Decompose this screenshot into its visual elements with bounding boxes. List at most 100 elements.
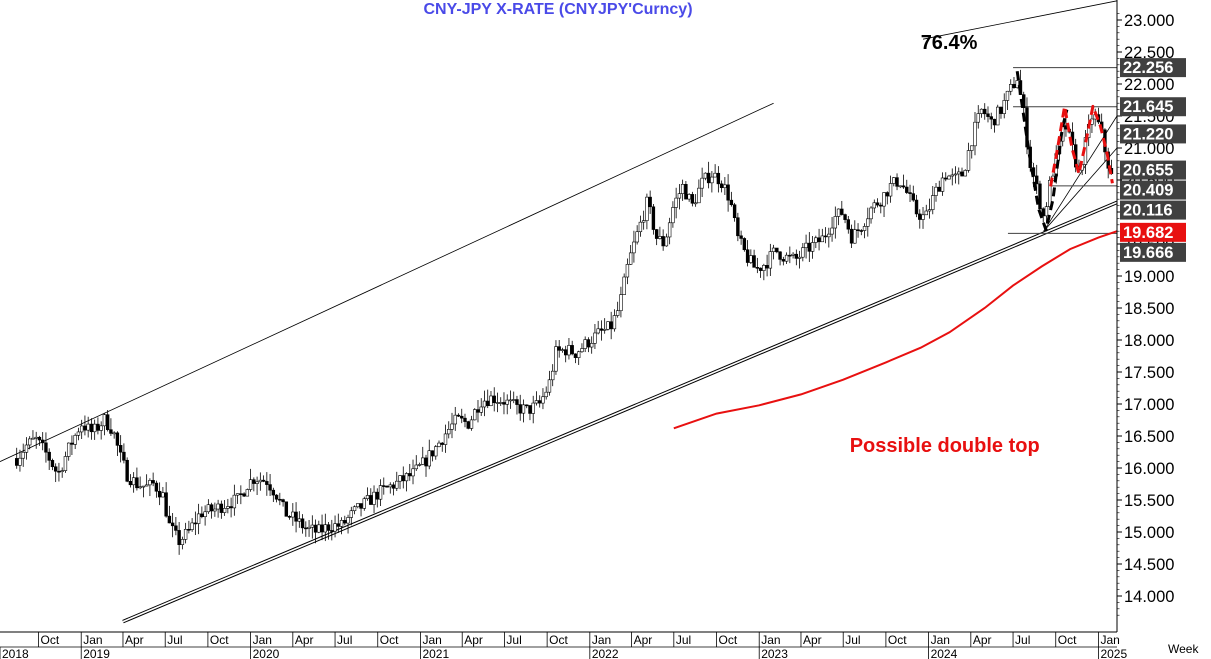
candle-body — [752, 255, 756, 268]
candle-body — [602, 328, 607, 331]
candle-body — [628, 252, 633, 265]
candle-body — [557, 346, 561, 351]
candle — [729, 191, 734, 207]
candle-body — [979, 108, 984, 114]
candle-body — [742, 238, 747, 251]
candle-body — [937, 186, 941, 192]
candle-body — [768, 251, 773, 269]
candle — [252, 477, 256, 492]
candle-body — [232, 494, 237, 509]
x-month-label: Jul — [167, 633, 182, 647]
candle — [677, 184, 682, 210]
candle — [742, 237, 747, 252]
candle-body — [473, 409, 477, 421]
candle-body — [525, 404, 529, 407]
x-month-label: Jan — [422, 633, 441, 647]
candle — [986, 106, 990, 123]
candle — [28, 436, 32, 450]
candle-body — [895, 177, 899, 187]
candle-body — [521, 404, 526, 414]
candle — [1041, 207, 1045, 223]
candle — [996, 104, 1000, 126]
candle — [411, 459, 415, 485]
candle-body — [79, 425, 84, 433]
candle-body — [512, 399, 516, 401]
candle-body — [463, 417, 467, 422]
candle — [622, 273, 626, 295]
candle — [76, 427, 81, 441]
candle — [979, 108, 984, 118]
candle — [687, 193, 691, 202]
candle-body — [944, 177, 948, 180]
candle-body — [375, 491, 379, 500]
candle-body — [229, 506, 233, 509]
candle-body — [934, 186, 938, 196]
candle — [469, 415, 474, 431]
candle-body — [502, 402, 506, 405]
candle — [580, 343, 584, 353]
candle — [265, 472, 269, 496]
candle-body — [778, 251, 782, 260]
candle-body — [508, 399, 513, 402]
candles — [15, 69, 1114, 555]
candle-body — [135, 477, 139, 489]
candle — [924, 204, 928, 216]
candle — [1044, 202, 1049, 223]
candle-body — [362, 498, 366, 509]
candle-body — [1002, 100, 1006, 114]
candle-body — [300, 518, 305, 529]
candle — [950, 168, 954, 186]
candle-body — [99, 425, 103, 431]
candle — [589, 336, 594, 354]
candle-body — [606, 321, 610, 330]
candle — [963, 169, 967, 177]
y-tick-label: 22.000 — [1124, 76, 1174, 94]
candle — [44, 432, 48, 463]
candle — [235, 493, 240, 504]
candle-body — [830, 227, 834, 235]
candle-body — [187, 528, 191, 531]
candle — [456, 413, 461, 417]
candle-body — [538, 400, 542, 404]
candle — [297, 511, 302, 528]
candle-body — [706, 172, 711, 184]
candle-body — [427, 450, 431, 467]
candle — [866, 207, 870, 237]
candle — [216, 499, 220, 518]
candle-body — [667, 222, 672, 238]
y-tick-label: 18.000 — [1124, 332, 1174, 350]
candle-body — [950, 174, 954, 177]
candle-body — [391, 484, 396, 489]
candle — [187, 520, 191, 534]
candle-body — [1048, 180, 1052, 207]
candle-body — [992, 118, 997, 126]
level-label-text: 20.655 — [1123, 162, 1173, 180]
candle-body — [44, 442, 48, 453]
candle-body — [255, 481, 259, 484]
candle — [317, 520, 321, 534]
candle — [557, 340, 561, 358]
candle-body — [235, 493, 240, 496]
candle-body — [440, 442, 444, 445]
candle-body — [326, 524, 331, 531]
candle — [499, 397, 503, 406]
candle-body — [869, 207, 873, 220]
candle — [827, 227, 831, 248]
candle-body — [1044, 206, 1049, 217]
candle-body — [580, 348, 584, 353]
candle — [567, 337, 571, 360]
candle-body — [515, 399, 519, 405]
candle — [209, 502, 214, 519]
candle — [944, 172, 948, 182]
chart-annotation: Possible double top — [850, 435, 1040, 457]
candle-body — [352, 506, 357, 512]
candle — [434, 444, 438, 460]
candle-body — [443, 433, 448, 445]
candle — [1009, 79, 1013, 96]
candle — [37, 435, 42, 446]
candle — [755, 257, 760, 274]
moving-average-line — [673, 230, 1118, 430]
y-tick-label: 22.500 — [1124, 44, 1174, 62]
candle — [563, 345, 568, 363]
